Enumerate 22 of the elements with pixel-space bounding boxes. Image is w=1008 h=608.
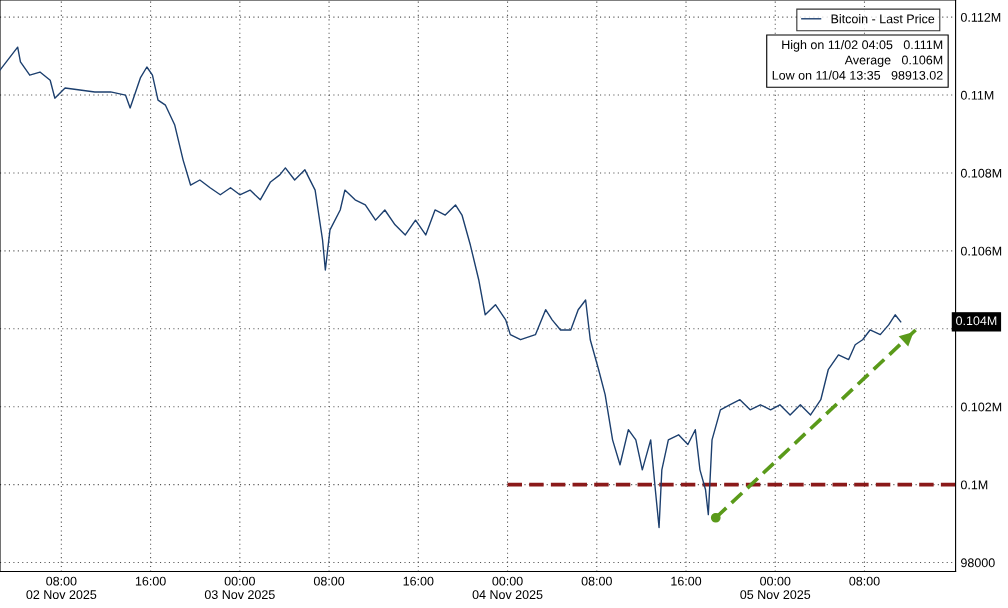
x-tick-label: 00:00 03 Nov 2025 [204,576,275,600]
text: 0.104M [956,316,997,326]
y-tick-label: 0.102M [960,402,1002,412]
x-tick-label: 08:00 02 Nov 2025 [26,576,97,600]
y-tick-label: 0.1M [960,480,988,490]
x-tick-label: 16:00 [671,576,702,586]
y-tick-label: 98000 [961,558,995,568]
y-tick-label: 0.11M [960,90,994,100]
annotation: Low on 11/04 13:35 98913.02 [772,70,943,80]
y-tick-label: 0.112M [960,12,1001,22]
legend-label: Bitcoin - Last Price [831,14,935,24]
x-tick-label: 16:00 [135,576,166,586]
y-tick-label: 0.106M [960,246,1002,256]
x-tick-label: 08:00 [313,576,345,586]
x-tick-label: 08:00 [849,576,880,586]
y-tick-label: 0.108M [960,168,1002,178]
annotation: Average 0.106M [844,55,943,67]
x-tick-label: 08:00 [581,576,612,586]
x-tick-label: 00:00 05 Nov 2025 [740,576,811,600]
x-tick-label: 16:00 [403,576,434,586]
x-tick-label: 00:00 04 Nov 2025 [472,576,543,600]
annotation: High on 11/02 04:05 0.111M [782,40,943,52]
